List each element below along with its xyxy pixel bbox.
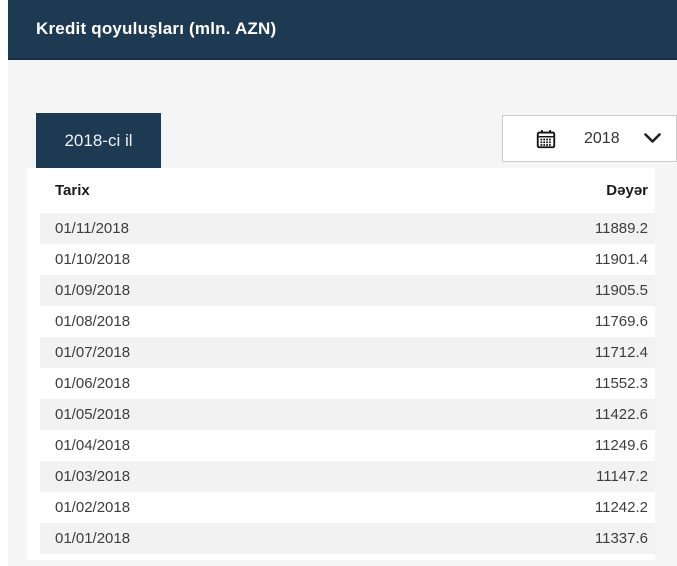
table-row: 01/04/2018 11249.6: [40, 430, 655, 461]
date-cell: 01/08/2018: [55, 313, 131, 330]
table-row: 01/09/2018 11905.5: [40, 275, 655, 306]
table-row: 01/05/2018 11422.6: [40, 399, 655, 430]
table-row: 01/11/2018 11889.2: [40, 213, 655, 244]
value-cell: 11552.3: [594, 375, 648, 392]
value-cell: 11147.2: [596, 468, 648, 485]
data-table: Tarix Dəyər 01/11/2018 11889.2 01/10/201…: [40, 168, 655, 554]
table-header-row: Tarix Dəyər: [40, 168, 655, 213]
table-row: 01/10/2018 11901.4: [40, 244, 655, 275]
date-cell: 01/01/2018: [55, 530, 131, 547]
date-cell: 01/03/2018: [55, 468, 131, 485]
value-cell: 11905.5: [594, 282, 648, 299]
value-cell: 11901.4: [594, 251, 648, 268]
year-tab-label: 2018-ci il: [36, 113, 161, 168]
table-row: 01/07/2018 11712.4: [40, 337, 655, 368]
date-cell: 01/02/2018: [55, 499, 131, 516]
table-row: 01/01/2018 11337.6: [40, 523, 655, 554]
value-cell: 11249.6: [594, 437, 648, 454]
year-tab-text: 2018-ci il: [64, 130, 133, 150]
page-header: Kredit qoyuluşları (mln. AZN): [8, 0, 677, 60]
date-cell: 01/04/2018: [55, 437, 131, 454]
date-cell: 01/05/2018: [55, 406, 131, 423]
table-panel: Tarix Dəyər 01/11/2018 11889.2 01/10/201…: [27, 168, 655, 560]
page-title: Kredit qoyuluşları (mln. AZN): [36, 19, 277, 38]
value-cell: 11769.6: [594, 313, 648, 330]
table-header: Tarix Dəyər: [40, 168, 655, 213]
column-header-value: Dəyər: [347, 168, 655, 213]
value-cell: 11337.6: [594, 530, 648, 547]
year-select-value: 2018: [584, 129, 620, 147]
value-cell: 11242.2: [594, 499, 648, 516]
value-cell: 11422.6: [594, 406, 648, 423]
date-cell: 01/11/2018: [55, 220, 129, 237]
table-row: 01/02/2018 11242.2: [40, 492, 655, 523]
content-area: 2018-ci il 2018: [8, 60, 677, 566]
date-cell: 01/09/2018: [55, 282, 131, 299]
year-select-dropdown[interactable]: 2018: [502, 115, 677, 162]
date-cell: 01/07/2018: [55, 344, 131, 361]
chevron-down-icon: [644, 133, 661, 144]
table-row: 01/06/2018 11552.3: [40, 368, 655, 399]
value-cell: 11889.2: [594, 220, 648, 237]
date-cell: 01/06/2018: [55, 375, 131, 392]
column-header-date: Tarix: [40, 168, 348, 213]
table-row: 01/08/2018 11769.6: [40, 306, 655, 337]
calendar-icon: [535, 128, 557, 150]
date-cell: 01/10/2018: [55, 251, 131, 268]
table-body: 01/11/2018 11889.2 01/10/2018 11901.4 01…: [40, 213, 655, 554]
value-cell: 11712.4: [594, 344, 648, 361]
table-row: 01/03/2018 11147.2: [40, 461, 655, 492]
